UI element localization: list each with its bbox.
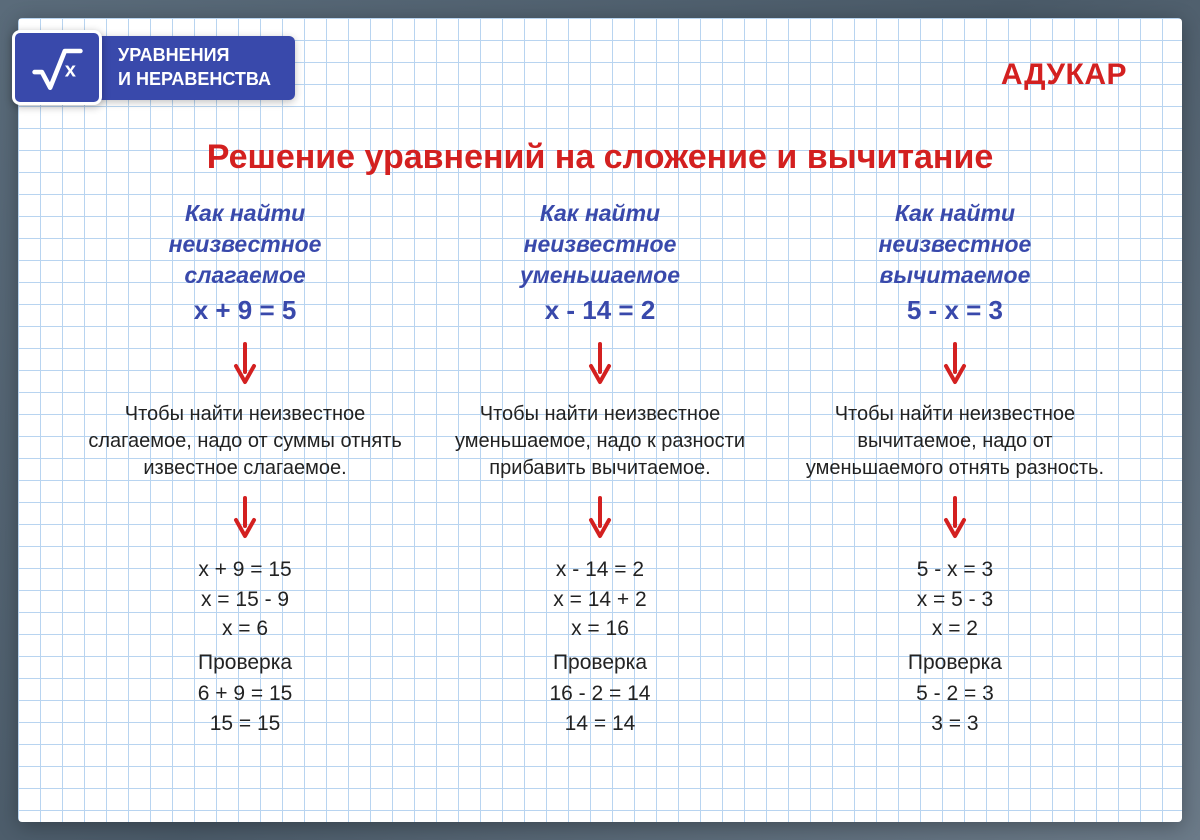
arrow-down-icon (232, 342, 258, 391)
col-equation: 5 - x = 3 (907, 295, 1003, 326)
solution-line: x = 2 (932, 617, 978, 640)
col-equation: x + 9 = 5 (194, 295, 297, 326)
check-label: Проверка (198, 651, 292, 675)
rule-text: Чтобы найти неизвестное вычитаемое, надо… (788, 401, 1122, 482)
check-steps: 16 - 2 = 14 14 = 14 (549, 679, 650, 738)
arrow-down-icon (942, 496, 968, 545)
page-title: Решение уравнений на сложение и вычитани… (18, 138, 1182, 177)
col-heading: Как найти неизвестное уменьшаемое (520, 198, 680, 291)
check-label: Проверка (908, 651, 1002, 675)
check-line: 5 - 2 = 3 (916, 682, 994, 705)
heading-line: неизвестное (879, 231, 1032, 257)
solution-line: x = 15 - 9 (201, 588, 289, 611)
content-columns: Как найти неизвестное слагаемое x + 9 = … (78, 198, 1122, 792)
solution-steps: x + 9 = 15 x = 15 - 9 x = 6 (198, 555, 291, 643)
check-steps: 5 - 2 = 3 3 = 3 (916, 679, 994, 738)
check-line: 16 - 2 = 14 (549, 682, 650, 705)
heading-line: вычитаемое (879, 262, 1030, 288)
column-addend: Как найти неизвестное слагаемое x + 9 = … (78, 198, 412, 792)
arrow-down-icon (942, 342, 968, 391)
solution-line: x + 9 = 15 (198, 558, 291, 581)
solution-line: x = 14 + 2 (553, 588, 646, 611)
heading-line: Как найти (540, 200, 660, 226)
check-steps: 6 + 9 = 15 15 = 15 (198, 679, 293, 738)
check-line: 14 = 14 (565, 712, 636, 735)
solution-steps: 5 - x = 3 x = 5 - 3 x = 2 (917, 555, 993, 643)
arrow-down-icon (232, 496, 258, 545)
topic-label: УРАВНЕНИЯ И НЕРАВЕНСТВА (98, 36, 295, 100)
heading-line: неизвестное (524, 231, 677, 257)
badge-line: И НЕРАВЕНСТВА (118, 69, 271, 89)
check-line: 15 = 15 (210, 712, 281, 735)
solution-line: x = 6 (222, 617, 268, 640)
col-equation: x - 14 = 2 (545, 295, 656, 326)
graph-paper: Адукар Решение уравнений на сложение и в… (18, 18, 1182, 822)
heading-line: слагаемое (184, 262, 305, 288)
solution-line: 5 - x = 3 (917, 558, 993, 581)
check-label: Проверка (553, 651, 647, 675)
brand-logo: Адукар (1001, 58, 1127, 92)
arrow-down-icon (587, 342, 613, 391)
badge-line: УРАВНЕНИЯ (118, 45, 230, 65)
check-line: 6 + 9 = 15 (198, 682, 293, 705)
solution-line: x - 14 = 2 (556, 558, 644, 581)
column-subtrahend: Как найти неизвестное вычитаемое 5 - x =… (788, 198, 1122, 792)
check-line: 3 = 3 (931, 712, 978, 735)
arrow-down-icon (587, 496, 613, 545)
heading-line: Как найти (895, 200, 1015, 226)
sqrt-icon: x (12, 30, 102, 105)
heading-line: уменьшаемое (520, 262, 680, 288)
topic-badge: x УРАВНЕНИЯ И НЕРАВЕНСТВА (12, 30, 295, 105)
column-minuend: Как найти неизвестное уменьшаемое x - 14… (433, 198, 767, 792)
heading-line: Как найти (185, 200, 305, 226)
solution-line: x = 5 - 3 (917, 588, 993, 611)
solution-line: x = 16 (571, 617, 629, 640)
solution-steps: x - 14 = 2 x = 14 + 2 x = 16 (553, 555, 646, 643)
rule-text: Чтобы найти неизвестное уменьшаемое, над… (433, 401, 767, 482)
rule-text: Чтобы найти неизвестное слагаемое, надо … (78, 401, 412, 482)
col-heading: Как найти неизвестное слагаемое (169, 198, 322, 291)
svg-text:x: x (64, 60, 76, 82)
col-heading: Как найти неизвестное вычитаемое (879, 198, 1032, 291)
heading-line: неизвестное (169, 231, 322, 257)
